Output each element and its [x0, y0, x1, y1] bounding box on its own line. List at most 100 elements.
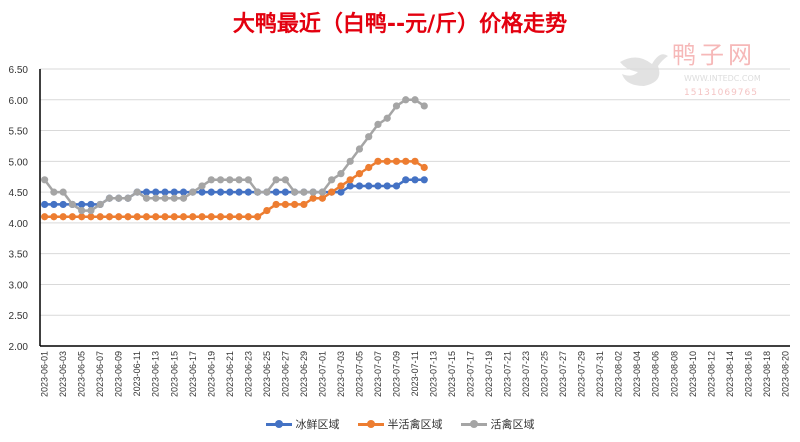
data-point	[420, 102, 428, 110]
data-point	[402, 96, 410, 104]
data-point	[244, 176, 252, 184]
data-point	[291, 188, 299, 196]
data-point	[365, 163, 373, 172]
data-point	[253, 188, 262, 196]
y-tick-label: 5.00	[9, 157, 29, 168]
x-tick-label: 2023-07-27	[558, 351, 568, 397]
data-point	[170, 213, 178, 221]
data-point	[87, 213, 95, 221]
x-tick-label: 2023-06-09	[114, 351, 124, 397]
data-point	[374, 120, 382, 128]
data-point	[337, 188, 345, 196]
data-point	[235, 176, 243, 184]
data-point	[281, 188, 289, 196]
data-point	[328, 176, 336, 184]
legend-label: 半活禽区域	[387, 418, 443, 431]
data-point	[189, 188, 197, 196]
x-tick-label: 2023-08-16	[743, 351, 753, 397]
data-point	[198, 188, 206, 196]
data-point	[96, 213, 104, 221]
data-point	[355, 170, 364, 178]
x-tick-label: 2023-07-15	[447, 351, 457, 397]
data-point	[78, 213, 86, 221]
data-point	[179, 188, 188, 196]
data-point	[105, 194, 114, 202]
x-tick-label: 2023-06-21	[225, 351, 235, 397]
data-point	[235, 213, 243, 221]
y-tick-label: 3.50	[9, 250, 29, 261]
x-tick-label: 2023-06-07	[95, 351, 105, 397]
data-point	[383, 114, 391, 122]
data-point	[78, 200, 86, 209]
y-tick-label: 6.50	[9, 65, 29, 76]
legend: 冰鲜区域 半活禽区域 活禽区域	[0, 416, 800, 432]
data-point	[41, 213, 49, 221]
legend-swatch	[357, 419, 384, 428]
data-point	[300, 200, 308, 209]
data-point	[235, 188, 243, 196]
data-point	[142, 213, 151, 221]
data-point	[291, 200, 299, 209]
x-tick-label: 2023-06-17	[188, 351, 198, 397]
legend-item: 冰鲜区域	[265, 416, 340, 432]
data-point	[272, 176, 280, 184]
x-tick-label: 2023-07-19	[484, 351, 494, 397]
data-point	[87, 200, 95, 209]
data-point	[420, 163, 428, 172]
data-point	[115, 194, 123, 202]
data-point	[318, 188, 327, 196]
data-point	[216, 188, 225, 196]
y-tick-label: 3.00	[9, 280, 29, 291]
x-tick-label: 2023-08-20	[780, 351, 790, 397]
data-point	[59, 213, 67, 221]
x-tick-label: 2023-08-18	[762, 351, 772, 397]
x-tick-label: 2023-06-19	[206, 351, 216, 397]
data-point	[346, 182, 354, 190]
data-point	[263, 188, 271, 196]
data-point	[420, 176, 428, 184]
data-point	[179, 194, 188, 202]
watermark-name: 鸭子网	[672, 41, 756, 69]
data-point	[78, 206, 86, 215]
data-point	[309, 194, 317, 202]
data-point	[328, 188, 336, 196]
legend-label: 活禽区域	[490, 418, 535, 431]
data-point	[152, 213, 160, 221]
data-point	[198, 182, 206, 190]
data-point	[226, 188, 234, 196]
data-point	[383, 182, 391, 190]
data-point	[50, 188, 58, 196]
data-point	[216, 213, 225, 221]
data-point	[133, 188, 141, 196]
data-point	[263, 206, 271, 215]
x-tick-label: 2023-07-11	[410, 351, 420, 396]
x-tick-label: 2023-06-27	[280, 351, 290, 397]
data-point	[337, 170, 345, 178]
y-tick-label: 6.00	[9, 96, 29, 107]
data-point	[309, 188, 317, 196]
data-point	[355, 182, 364, 190]
x-tick-label: 2023-07-01	[317, 351, 327, 397]
chart-title: 大鸭最近（白鸭--元/斤）价格走势	[232, 12, 568, 37]
x-tick-label: 2023-06-25	[262, 351, 272, 397]
data-point	[41, 176, 49, 184]
x-tick-label: 2023-07-25	[540, 351, 550, 397]
data-point	[226, 213, 234, 221]
x-tick-label: 2023-08-04	[632, 351, 642, 397]
data-point	[365, 133, 373, 141]
x-tick-label: 2023-07-29	[577, 351, 587, 397]
legend-item: 半活禽区域	[357, 416, 443, 432]
x-tick-label: 2023-07-03	[336, 351, 346, 397]
data-point	[402, 176, 410, 184]
x-tick-label: 2023-06-23	[243, 351, 253, 397]
data-point	[402, 157, 410, 165]
data-point	[374, 157, 382, 165]
data-point	[346, 176, 354, 184]
data-point	[161, 213, 169, 221]
data-point	[365, 182, 373, 190]
data-point	[161, 188, 169, 196]
x-tick-label: 2023-06-05	[77, 351, 87, 397]
data-point	[281, 176, 289, 184]
x-tick-label: 2023-08-02	[614, 351, 624, 397]
x-tick-label: 2023-07-23	[521, 351, 531, 397]
